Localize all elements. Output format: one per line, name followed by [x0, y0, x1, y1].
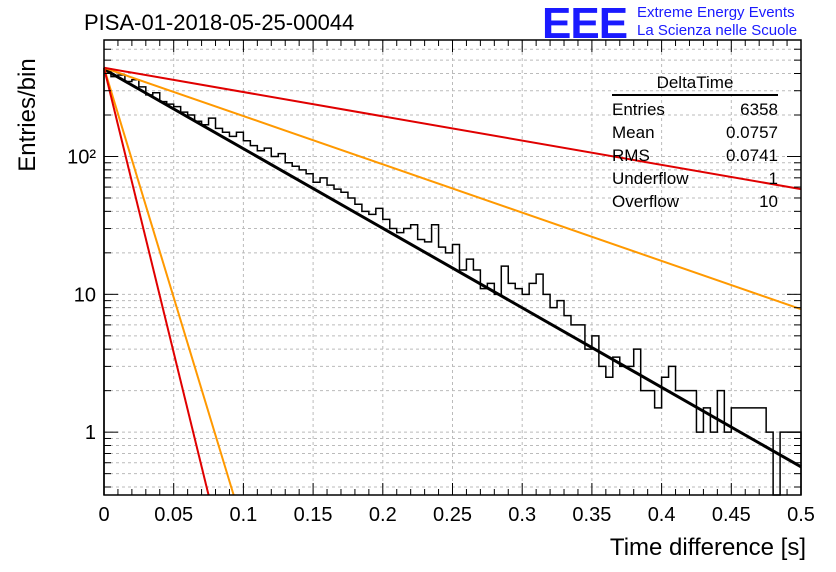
chart-title: PISA-01-2018-05-25-00044: [84, 10, 355, 35]
x-tick-label: 0.45: [712, 504, 751, 526]
stats-label: Underflow: [612, 169, 689, 188]
eee-logo: EEE: [542, 0, 628, 48]
y-tick-label: 1: [85, 422, 96, 444]
x-tick-label: 0.25: [433, 504, 472, 526]
reference-curve: [103, 67, 235, 496]
stats-value: 10: [759, 192, 778, 211]
fit-curve: [103, 67, 802, 469]
x-tick-label: 0.15: [294, 504, 333, 526]
stats-label: Entries: [612, 100, 665, 119]
stats-box: DeltaTime Entries 6358 Mean 0.0757 RMS 0.07…: [612, 73, 778, 213]
reference-curve: [103, 66, 802, 191]
stats-row: Overflow 10: [612, 190, 778, 213]
stats-label: Mean: [612, 123, 655, 142]
stats-value: 1: [768, 169, 778, 188]
x-tick-label: 0.3: [508, 504, 536, 526]
stats-row: RMS 0.0741: [612, 144, 778, 167]
y-tick-label: 10: [74, 284, 96, 306]
histogram-steps: [103, 68, 802, 496]
x-tick-label: 0: [98, 504, 109, 526]
reference-curve: [103, 67, 210, 496]
reference-curve: [103, 66, 802, 311]
logo-caption-line1: Extreme Energy Events: [637, 4, 795, 21]
stats-row: Entries 6358: [612, 98, 778, 121]
x-tick-label: 0.4: [648, 504, 676, 526]
y-tick-label: 10²: [67, 146, 96, 168]
x-tick-label: 0.05: [154, 504, 193, 526]
y-axis-label: Entries/bin: [14, 58, 41, 172]
stats-label: RMS: [612, 146, 650, 165]
stats-box-name: DeltaTime: [612, 73, 778, 96]
logo-caption: Extreme Energy Events La Scienza nelle S…: [637, 4, 797, 40]
x-tick-label: 0.35: [572, 504, 611, 526]
x-tick-label: 0.5: [787, 504, 815, 526]
x-tick-label: 0.2: [369, 504, 397, 526]
x-axis-label: Time difference [s]: [609, 534, 806, 561]
stats-value: 0.0757: [726, 123, 778, 142]
stats-row: Mean 0.0757: [612, 121, 778, 144]
stats-row: Underflow 1: [612, 167, 778, 190]
stats-value: 6358: [740, 100, 778, 119]
stats-label: Overflow: [612, 192, 680, 211]
x-tick-label: 0.1: [229, 504, 257, 526]
stats-value: 0.0741: [726, 146, 778, 165]
logo-caption-line2: La Scienza nelle Scuole: [637, 22, 798, 39]
